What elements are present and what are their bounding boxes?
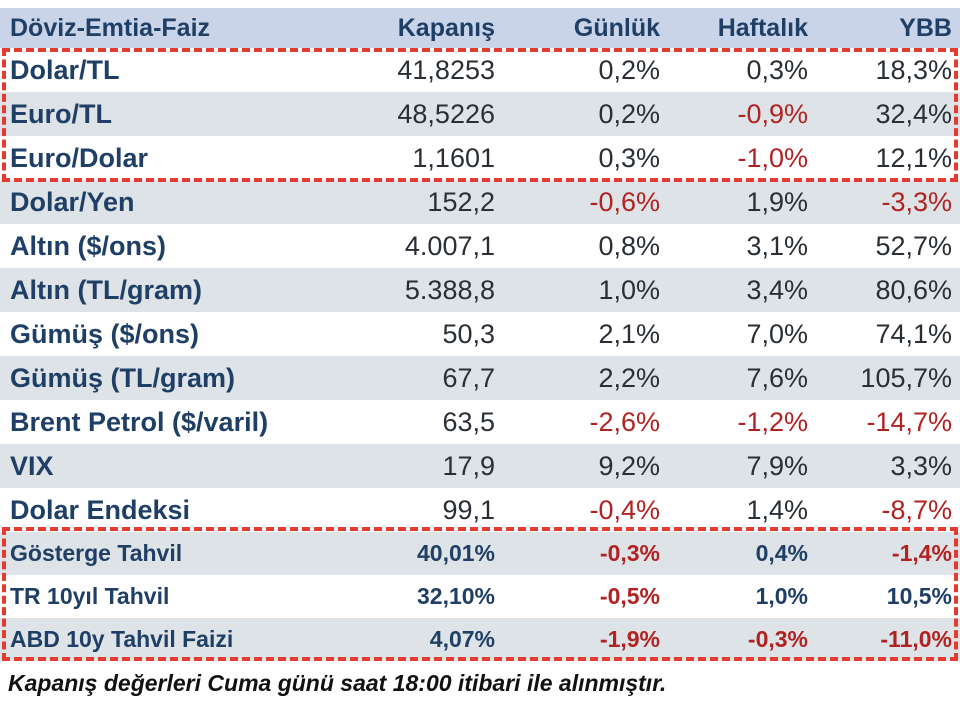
cell-gunluk: 2,1%: [598, 318, 660, 349]
table-row: Gümüş ($/ons) 50,3 2,1% 7,0% 74,1%: [0, 312, 960, 356]
table-header: Döviz-Emtia-Faiz Kapanış Günlük Haftalık…: [0, 8, 960, 48]
cell-gunluk: -0,4%: [589, 494, 660, 525]
cell-haftalik: -1,2%: [737, 406, 808, 437]
cell-name: VIX: [10, 450, 54, 481]
cell-name: Dolar Endeksi: [10, 494, 191, 525]
cell-ybb: 12,1%: [875, 142, 952, 173]
cell-ybb: -3,3%: [881, 186, 952, 217]
cell-gunluk: 2,2%: [598, 362, 660, 393]
cell-gunluk: -2,6%: [589, 406, 660, 437]
table-row: ABD 10y Tahvil Faizi 4,07% -1,9% -0,3% -11,0…: [0, 618, 960, 661]
cell-name: Euro/TL: [10, 98, 112, 129]
cell-kapanis: 48,5226: [397, 98, 495, 129]
cell-haftalik: 0,3%: [746, 54, 808, 85]
cell-gunluk: 0,2%: [598, 54, 660, 85]
cell-gunluk: 0,3%: [598, 142, 660, 173]
cell-kapanis: 32,10%: [416, 583, 495, 609]
cell-name: Altın ($/ons): [10, 230, 166, 261]
cell-kapanis: 67,7: [442, 362, 495, 393]
table-row: Altın (TL/gram) 5.388,8 1,0% 3,4% 80,6%: [0, 268, 960, 312]
cell-kapanis: 41,8253: [397, 54, 495, 85]
cell-gunluk: 9,2%: [598, 450, 660, 481]
cell-ybb: 105,7%: [860, 362, 952, 393]
cell-haftalik: 1,4%: [746, 494, 808, 525]
cell-ybb: 10,5%: [886, 583, 952, 609]
cell-haftalik: -1,0%: [737, 142, 808, 173]
cell-gunluk: 0,8%: [598, 230, 660, 261]
cell-name: Gümüş ($/ons): [10, 318, 200, 349]
cell-ybb: -14,7%: [866, 406, 952, 437]
cell-name: TR 10yıl Tahvil: [10, 583, 170, 609]
table-row: Dolar/TL 41,8253 0,2% 0,3% 18,3%: [0, 48, 960, 92]
cell-haftalik: 3,4%: [746, 274, 808, 305]
table-row: Brent Petrol ($/varil) 63,5 -2,6% -1,2% -14,…: [0, 400, 960, 444]
cell-name: Dolar/Yen: [10, 186, 135, 217]
table-row: Dolar Endeksi 99,1 -0,4% 1,4% -8,7%: [0, 488, 960, 532]
cell-kapanis: 5.388,8: [404, 274, 495, 305]
table-row: Altın ($/ons) 4.007,1 0,8% 3,1% 52,7%: [0, 224, 960, 268]
cell-kapanis: 4,07%: [429, 626, 495, 652]
cell-haftalik: 7,0%: [746, 318, 808, 349]
bond-rows: Gösterge Tahvil 40,01% -0,3% 0,4% -1,4% TR 10…: [0, 532, 960, 661]
cell-name: Gösterge Tahvil: [10, 540, 183, 566]
cell-haftalik: 1,0%: [755, 583, 808, 609]
cell-name: Gümüş (TL/gram): [10, 362, 236, 393]
cell-gunluk: -1,9%: [599, 626, 660, 652]
footnote: Kapanış değerleri Cuma günü saat 18:00 i…: [8, 670, 667, 696]
table-row: TR 10yıl Tahvil 32,10% -0,5% 1,0% 10,5%: [0, 575, 960, 618]
header-kapanis: Kapanış: [397, 13, 495, 42]
table-row: Dolar/Yen 152,2 -0,6% 1,9% -3,3%: [0, 180, 960, 224]
cell-gunluk: 0,2%: [598, 98, 660, 129]
cell-haftalik: 0,4%: [755, 540, 808, 566]
cell-name: Euro/Dolar: [10, 142, 149, 173]
header-gunluk: Günlük: [573, 13, 660, 42]
cell-kapanis: 152,2: [427, 186, 495, 217]
cell-gunluk: 1,0%: [598, 274, 660, 305]
cell-ybb: -8,7%: [881, 494, 952, 525]
cell-ybb: -11,0%: [880, 626, 952, 652]
header-ybb: YBB: [899, 13, 952, 42]
cell-ybb: 3,3%: [890, 450, 952, 481]
cell-haftalik: -0,9%: [737, 98, 808, 129]
cell-gunluk: -0,3%: [599, 540, 660, 566]
header-haftalik: Haftalık: [717, 13, 808, 42]
cell-gunluk: -0,6%: [589, 186, 660, 217]
header-name: Döviz-Emtia-Faiz: [10, 13, 211, 42]
cell-kapanis: 17,9: [442, 450, 495, 481]
cell-ybb: 32,4%: [875, 98, 952, 129]
table-row: Euro/Dolar 1,1601 0,3% -1,0% 12,1%: [0, 136, 960, 180]
cell-name: ABD 10y Tahvil Faizi: [10, 626, 234, 652]
cell-name: Brent Petrol ($/varil): [10, 406, 269, 437]
cell-kapanis: 63,5: [442, 406, 495, 437]
cell-haftalik: -0,3%: [747, 626, 808, 652]
cell-ybb: 80,6%: [875, 274, 952, 305]
cell-name: Dolar/TL: [10, 54, 120, 85]
cell-haftalik: 3,1%: [746, 230, 808, 261]
cell-gunluk: -0,5%: [599, 583, 660, 609]
cell-kapanis: 1,1601: [412, 142, 495, 173]
cell-ybb: -1,4%: [891, 540, 952, 566]
cell-ybb: 52,7%: [875, 230, 952, 261]
data-rows: Dolar/TL 41,8253 0,2% 0,3% 18,3% Euro/TL 48,52…: [0, 48, 960, 532]
table-row: VIX 17,9 9,2% 7,9% 3,3%: [0, 444, 960, 488]
cell-kapanis: 99,1: [442, 494, 495, 525]
market-table: Döviz-Emtia-Faiz Kapanış Günlük Haftalık…: [0, 8, 960, 661]
cell-haftalik: 1,9%: [746, 186, 808, 217]
cell-ybb: 74,1%: [875, 318, 952, 349]
table-row: Gümüş (TL/gram) 67,7 2,2% 7,6% 105,7%: [0, 356, 960, 400]
cell-kapanis: 50,3: [442, 318, 495, 349]
table-row: Gösterge Tahvil 40,01% -0,3% 0,4% -1,4%: [0, 532, 960, 575]
cell-haftalik: 7,9%: [746, 450, 808, 481]
table-row: Euro/TL 48,5226 0,2% -0,9% 32,4%: [0, 92, 960, 136]
cell-kapanis: 4.007,1: [404, 230, 495, 261]
cell-ybb: 18,3%: [875, 54, 952, 85]
cell-haftalik: 7,6%: [746, 362, 808, 393]
cell-name: Altın (TL/gram): [10, 274, 202, 305]
cell-kapanis: 40,01%: [416, 540, 495, 566]
